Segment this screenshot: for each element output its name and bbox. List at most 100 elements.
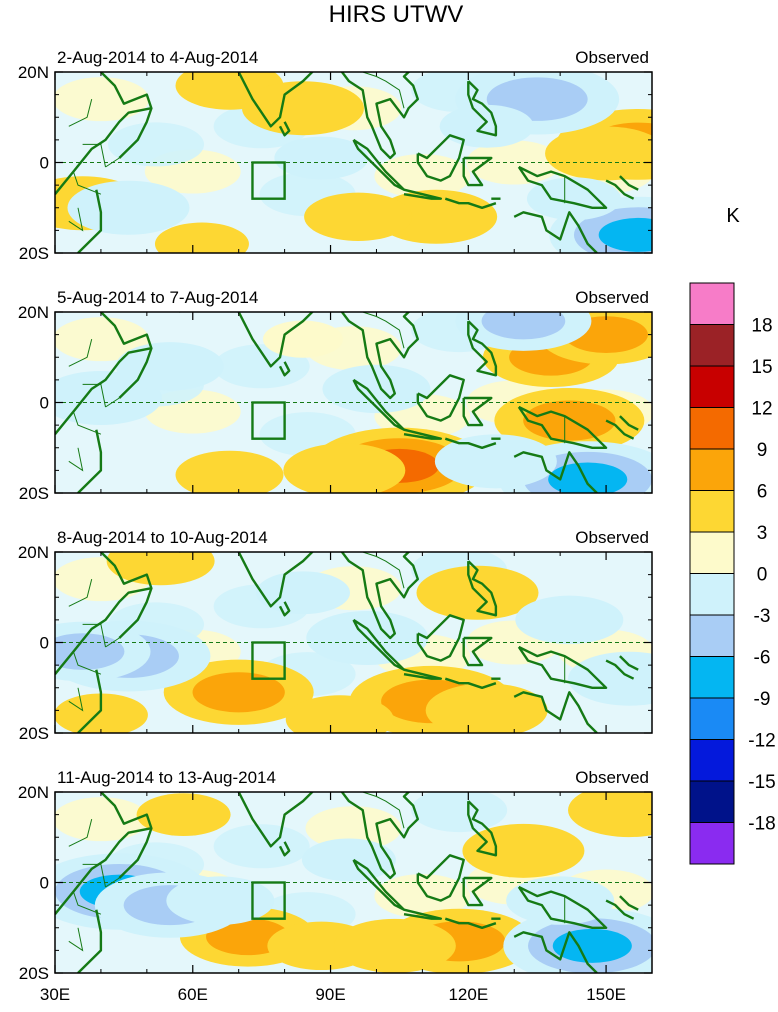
anomaly-contour: [106, 552, 215, 586]
coastline: [444, 677, 497, 690]
coastline: [118, 587, 153, 639]
field-texture: [108, 122, 205, 167]
field-texture: [213, 824, 310, 869]
coastline: [416, 374, 465, 422]
coastline: [444, 917, 497, 930]
country-border: [68, 338, 93, 367]
country-border: [82, 623, 106, 648]
coastline: [118, 827, 153, 879]
y-tick-label: 20N: [18, 63, 49, 82]
focus-box: [251, 161, 286, 200]
panel-period-label: 5-Aug-2014 to 7-Aug-2014: [57, 288, 258, 307]
anomaly-contour: [568, 792, 652, 838]
coastline: [278, 841, 291, 857]
field-texture: [55, 317, 149, 362]
coastline: [340, 72, 419, 160]
coastline: [619, 415, 639, 431]
coastline: [513, 451, 598, 493]
colorbar-swatch: [689, 324, 735, 367]
focus-box: [251, 641, 286, 680]
field-texture: [55, 77, 149, 122]
colorbar: 18 15 12 9 6 3 0 -3 -6 -9 -12 -15 -18: [689, 282, 776, 865]
anomaly-contour: [262, 320, 343, 358]
anomaly-contour: [548, 462, 628, 493]
focus-box: [251, 401, 286, 440]
colorbar-label: -12: [748, 731, 775, 752]
coastline: [340, 552, 419, 640]
coastline: [467, 320, 498, 377]
map-panel: 11-Aug-2014 to 13-Aug-2014 Observed 20N 0 20…: [18, 768, 653, 1004]
coastline: [444, 437, 497, 450]
country-border: [72, 891, 102, 915]
anomaly-contour: [568, 651, 652, 706]
country-border: [362, 312, 405, 349]
coastline: [462, 396, 493, 427]
coastline: [513, 931, 598, 973]
coastline: [236, 552, 314, 608]
colorbar-swatch: [689, 365, 735, 408]
colorbar-swatch: [689, 448, 735, 491]
coastline: [444, 197, 497, 210]
x-tick-label: 30E: [40, 985, 70, 1004]
country-border: [68, 578, 93, 607]
colorbar-swatch: [689, 739, 735, 782]
coastline: [462, 636, 493, 667]
field-texture: [55, 797, 149, 842]
coastline: [605, 179, 635, 200]
coastline: [517, 885, 608, 930]
anomaly-contour: [322, 364, 431, 414]
anomaly-contour: [439, 104, 534, 148]
map-panel: 2-Aug-2014 to 4-Aug-2014 Observed 20N 0 20S: [18, 48, 653, 263]
country-border: [68, 207, 84, 232]
coastline: [352, 618, 406, 671]
colorbar-label: -18: [748, 814, 775, 835]
colorbar-label: 0: [757, 565, 768, 586]
colorbar-label: 18: [751, 316, 772, 337]
colorbar-swatch: [689, 822, 735, 865]
y-tick-label: 20N: [18, 543, 49, 562]
coastline: [118, 347, 153, 399]
y-tick-label: 0: [40, 394, 49, 413]
coastline: [236, 792, 314, 848]
country-border: [362, 792, 405, 829]
anomaly-contour: [526, 177, 621, 221]
country-border: [68, 447, 84, 472]
coastline: [462, 876, 493, 907]
x-tick-label: 150E: [586, 985, 626, 1004]
colorbar-swatch: [689, 573, 735, 616]
y-tick-label: 20S: [19, 724, 49, 743]
coastline: [517, 645, 608, 690]
anomaly-contour: [434, 434, 557, 489]
anomaly-contour: [115, 342, 224, 391]
colorbar-label: -15: [748, 772, 775, 793]
coastline: [605, 659, 635, 680]
coastline: [77, 669, 103, 733]
coastline: [473, 774, 478, 783]
colorbar-label: -3: [754, 606, 771, 627]
coastline: [467, 800, 498, 857]
coastline: [352, 378, 406, 431]
coastline: [403, 188, 442, 200]
x-tick-label: 60E: [178, 985, 208, 1004]
country-border: [68, 927, 84, 952]
panel-observed-label: Observed: [575, 768, 649, 787]
anomaly-contour: [136, 793, 231, 837]
anomaly-contour: [285, 695, 394, 733]
coastline: [467, 560, 498, 617]
y-tick-label: 20N: [18, 303, 49, 322]
anomaly-contour: [598, 217, 652, 252]
y-tick-label: 20N: [18, 783, 49, 802]
anomaly-contour: [175, 450, 284, 493]
panel-period-label: 2-Aug-2014 to 4-Aug-2014: [57, 48, 258, 67]
coastline: [77, 189, 103, 253]
coastlines: [55, 72, 639, 253]
anomaly-contour: [523, 400, 616, 441]
field-texture: [411, 792, 508, 833]
coastline: [619, 895, 639, 911]
colorbar-swatch: [689, 697, 735, 740]
anomaly-contour: [333, 918, 456, 973]
coastline: [77, 429, 103, 493]
coastline: [473, 534, 478, 543]
coastline: [403, 908, 442, 920]
